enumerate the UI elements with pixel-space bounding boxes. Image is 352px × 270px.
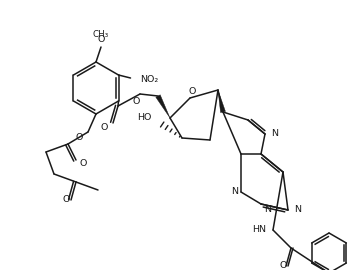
Text: O: O xyxy=(279,261,287,270)
Text: N: N xyxy=(294,205,301,214)
Polygon shape xyxy=(156,95,170,118)
Text: O: O xyxy=(62,195,70,204)
Polygon shape xyxy=(218,90,225,113)
Text: O: O xyxy=(76,133,83,143)
Text: CH₃: CH₃ xyxy=(93,30,109,39)
Text: O: O xyxy=(101,123,108,133)
Text: N: N xyxy=(231,187,238,197)
Text: N: N xyxy=(264,204,271,214)
Text: HN: HN xyxy=(252,225,266,235)
Text: O: O xyxy=(132,97,140,106)
Text: NO₂: NO₂ xyxy=(140,75,159,83)
Text: N: N xyxy=(271,130,278,139)
Text: O: O xyxy=(188,87,196,96)
Text: O: O xyxy=(97,35,105,45)
Text: HO: HO xyxy=(138,113,152,123)
Text: O: O xyxy=(80,160,87,168)
